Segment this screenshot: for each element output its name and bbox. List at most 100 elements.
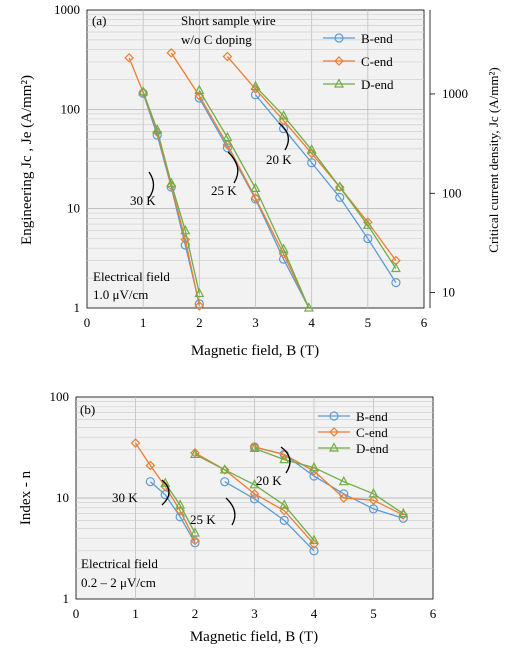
field-note-b-line1: Electrical field	[81, 556, 158, 571]
data-point-d-end	[368, 488, 379, 498]
data-point-d-end	[309, 461, 319, 472]
data-point-c-end	[338, 493, 349, 503]
data-point-b-end	[138, 88, 148, 98]
legend-marker	[329, 442, 339, 452]
legend-marker	[334, 78, 344, 88]
y-tick-label: 1000	[54, 2, 80, 17]
data-point-d-end	[138, 86, 149, 96]
x-tick-label: 4	[311, 606, 318, 621]
data-point-d-end	[194, 287, 205, 298]
data-point-c-end	[309, 539, 319, 549]
data-point-d-end	[250, 80, 261, 91]
y-tick-label: 100	[61, 101, 81, 116]
y-tick-label: 1	[63, 591, 70, 606]
x-tick-label: 2	[192, 606, 199, 621]
data-point-c-end	[249, 488, 260, 499]
data-point-d-end	[152, 124, 163, 134]
data-point-d-end	[390, 262, 401, 273]
data-point-d-end	[190, 527, 200, 537]
data-point-c-end	[368, 495, 379, 506]
series-line-b-end	[149, 481, 196, 544]
data-point-b-end	[175, 512, 185, 522]
data-point-d-end	[278, 110, 289, 120]
temp-label-30k-a: 30 K	[130, 193, 156, 208]
data-point-b-end	[190, 538, 200, 548]
data-point-d-end	[279, 499, 290, 509]
legend-label: B-end	[361, 31, 393, 46]
data-point-d-end	[309, 534, 319, 545]
series-line-c-end	[170, 52, 310, 309]
x-ticks-b: 0 1 2 3 4 5 6	[73, 606, 437, 621]
x-tick-label: 4	[308, 315, 315, 330]
x-tick-label: 2	[196, 315, 203, 330]
annotation-title-line2: w/o C doping	[181, 32, 252, 47]
legend-label: B-end	[356, 409, 388, 424]
series-line-d-end	[255, 85, 397, 269]
data-point-b-end	[194, 299, 204, 309]
legend-label: C-end	[361, 54, 393, 69]
legend-label: D-end	[356, 441, 389, 456]
grid-a	[87, 10, 424, 308]
data-point-d-end	[279, 453, 290, 464]
y2-ticks-a: 10 100 1000	[430, 86, 468, 300]
x-tick-label: 0	[84, 315, 91, 330]
series-a	[124, 48, 401, 312]
data-point-b-end	[145, 477, 155, 487]
panel-label-a: (a)	[92, 13, 106, 28]
data-point-d-end	[249, 479, 260, 489]
data-point-d-end	[190, 448, 200, 459]
data-point-d-end	[222, 131, 233, 142]
data-point-c-end	[130, 438, 141, 448]
series-line-d-end	[194, 453, 315, 541]
data-point-c-end	[194, 301, 205, 311]
temp-label-20k-a: 20 K	[266, 152, 292, 167]
y2-tick-label: 100	[442, 185, 462, 200]
x-tick-label: 0	[73, 606, 80, 621]
series-line-d-end	[142, 91, 200, 294]
data-point-d-end	[334, 181, 345, 191]
data-point-d-end	[306, 144, 317, 154]
data-point-d-end	[250, 182, 261, 192]
legend-marker	[329, 411, 339, 421]
data-point-b-end	[335, 192, 345, 202]
series-line-b-end	[255, 94, 397, 283]
y-tick-label: 10	[67, 201, 80, 216]
data-point-d-end	[249, 442, 260, 452]
annotation-title-line1: Short sample wire	[181, 13, 276, 28]
series-line-b-end	[224, 481, 315, 552]
data-point-c-end	[180, 234, 191, 245]
temp-label-25k-a: 25 K	[211, 183, 237, 198]
series-line-d-end	[254, 447, 404, 515]
legend-label: C-end	[356, 425, 388, 440]
data-point-c-end	[190, 535, 200, 546]
temp-bracket-25k-a	[227, 151, 239, 184]
series-line-d-end	[164, 482, 196, 534]
temp-bracket-20k-b	[280, 446, 291, 474]
data-point-d-end	[398, 507, 409, 518]
data-point-d-end	[180, 224, 191, 235]
data-point-c-end	[334, 182, 345, 192]
data-point-b-end	[307, 158, 317, 168]
x-axis-label-b: Magnetic field, B (T)	[190, 629, 318, 645]
legend-marker	[334, 33, 344, 43]
data-point-c-end	[166, 48, 177, 58]
data-point-c-end	[306, 148, 317, 159]
data-point-b-end	[279, 515, 289, 526]
y-tick-label: 100	[50, 389, 70, 404]
data-point-b-end	[250, 194, 261, 204]
data-point-b-end	[363, 233, 373, 244]
x-tick-label: 3	[251, 606, 258, 621]
field-note-b-line2: 0.2 – 2 μV/cm	[81, 575, 156, 590]
y-axis-label-b: Index - n	[18, 470, 34, 525]
x-tick-label: 6	[430, 606, 437, 621]
data-point-b-end	[391, 278, 401, 288]
x-ticks-a: 0 1 2 3 4 5 6	[84, 315, 428, 330]
temp-bracket-25k-b	[225, 497, 236, 526]
series-b	[130, 438, 409, 556]
temp-label-25k-b: 25 K	[190, 512, 216, 527]
data-point-d-end	[278, 243, 289, 253]
